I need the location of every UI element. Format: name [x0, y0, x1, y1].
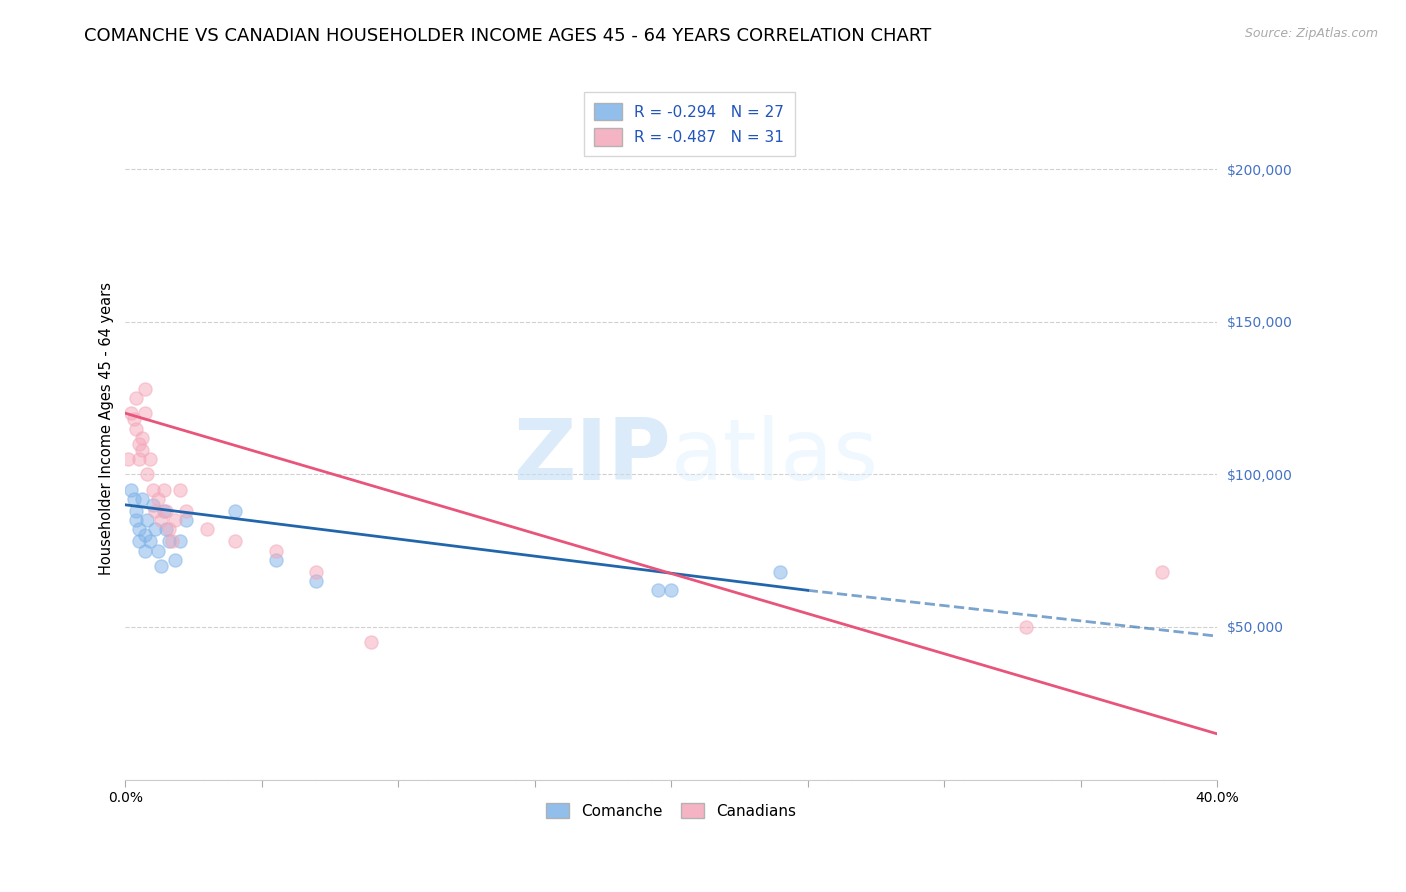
Point [145, 504, 167, 518]
Point [1015, 620, 1038, 634]
Point [1152, 565, 1174, 579]
Point [131, 491, 153, 506]
Text: atlas: atlas [671, 415, 879, 498]
Point [136, 467, 159, 482]
Point [152, 504, 174, 518]
Point [360, 635, 382, 649]
Point [160, 534, 183, 549]
Point [155, 504, 177, 518]
Point [305, 565, 328, 579]
Point [169, 483, 191, 497]
Y-axis label: Householder Income Ages 45 - 64 years: Householder Income Ages 45 - 64 years [100, 282, 114, 575]
Point [134, 382, 156, 396]
Text: COMANCHE VS CANADIAN HOUSEHOLDER INCOME AGES 45 - 64 YEARS CORRELATION CHART: COMANCHE VS CANADIAN HOUSEHOLDER INCOME … [84, 27, 932, 45]
Point [264, 553, 287, 567]
Point [264, 543, 287, 558]
Point [769, 565, 792, 579]
Point [155, 522, 177, 536]
Point [125, 391, 148, 405]
Point [148, 491, 170, 506]
Point [117, 452, 139, 467]
Point [128, 437, 150, 451]
Point [128, 534, 150, 549]
Text: Source: ZipAtlas.com: Source: ZipAtlas.com [1244, 27, 1378, 40]
Point [125, 421, 148, 435]
Point [139, 534, 162, 549]
Point [163, 553, 186, 567]
Point [169, 534, 191, 549]
Point [659, 583, 682, 598]
Point [134, 406, 156, 420]
Point [125, 513, 148, 527]
Point [149, 513, 172, 527]
Point [647, 583, 669, 598]
Point [136, 513, 159, 527]
Point [125, 504, 148, 518]
Point [128, 452, 150, 467]
Point [224, 504, 246, 518]
Point [305, 574, 328, 589]
Point [134, 543, 156, 558]
Point [174, 504, 197, 518]
Point [152, 483, 174, 497]
Point [139, 452, 162, 467]
Point [157, 534, 180, 549]
Point [120, 406, 142, 420]
Point [131, 431, 153, 445]
Point [122, 412, 145, 426]
Point [224, 534, 246, 549]
Legend: Comanche, Canadians: Comanche, Canadians [540, 797, 803, 824]
Point [195, 522, 218, 536]
Point [149, 558, 172, 573]
Point [163, 513, 186, 527]
Point [174, 513, 197, 527]
Point [145, 522, 167, 536]
Point [142, 483, 165, 497]
Text: ZIP: ZIP [513, 415, 671, 498]
Point [148, 543, 170, 558]
Point [122, 491, 145, 506]
Point [142, 498, 165, 512]
Point [134, 528, 156, 542]
Point [131, 442, 153, 457]
Point [157, 522, 180, 536]
Point [120, 483, 142, 497]
Point [128, 522, 150, 536]
